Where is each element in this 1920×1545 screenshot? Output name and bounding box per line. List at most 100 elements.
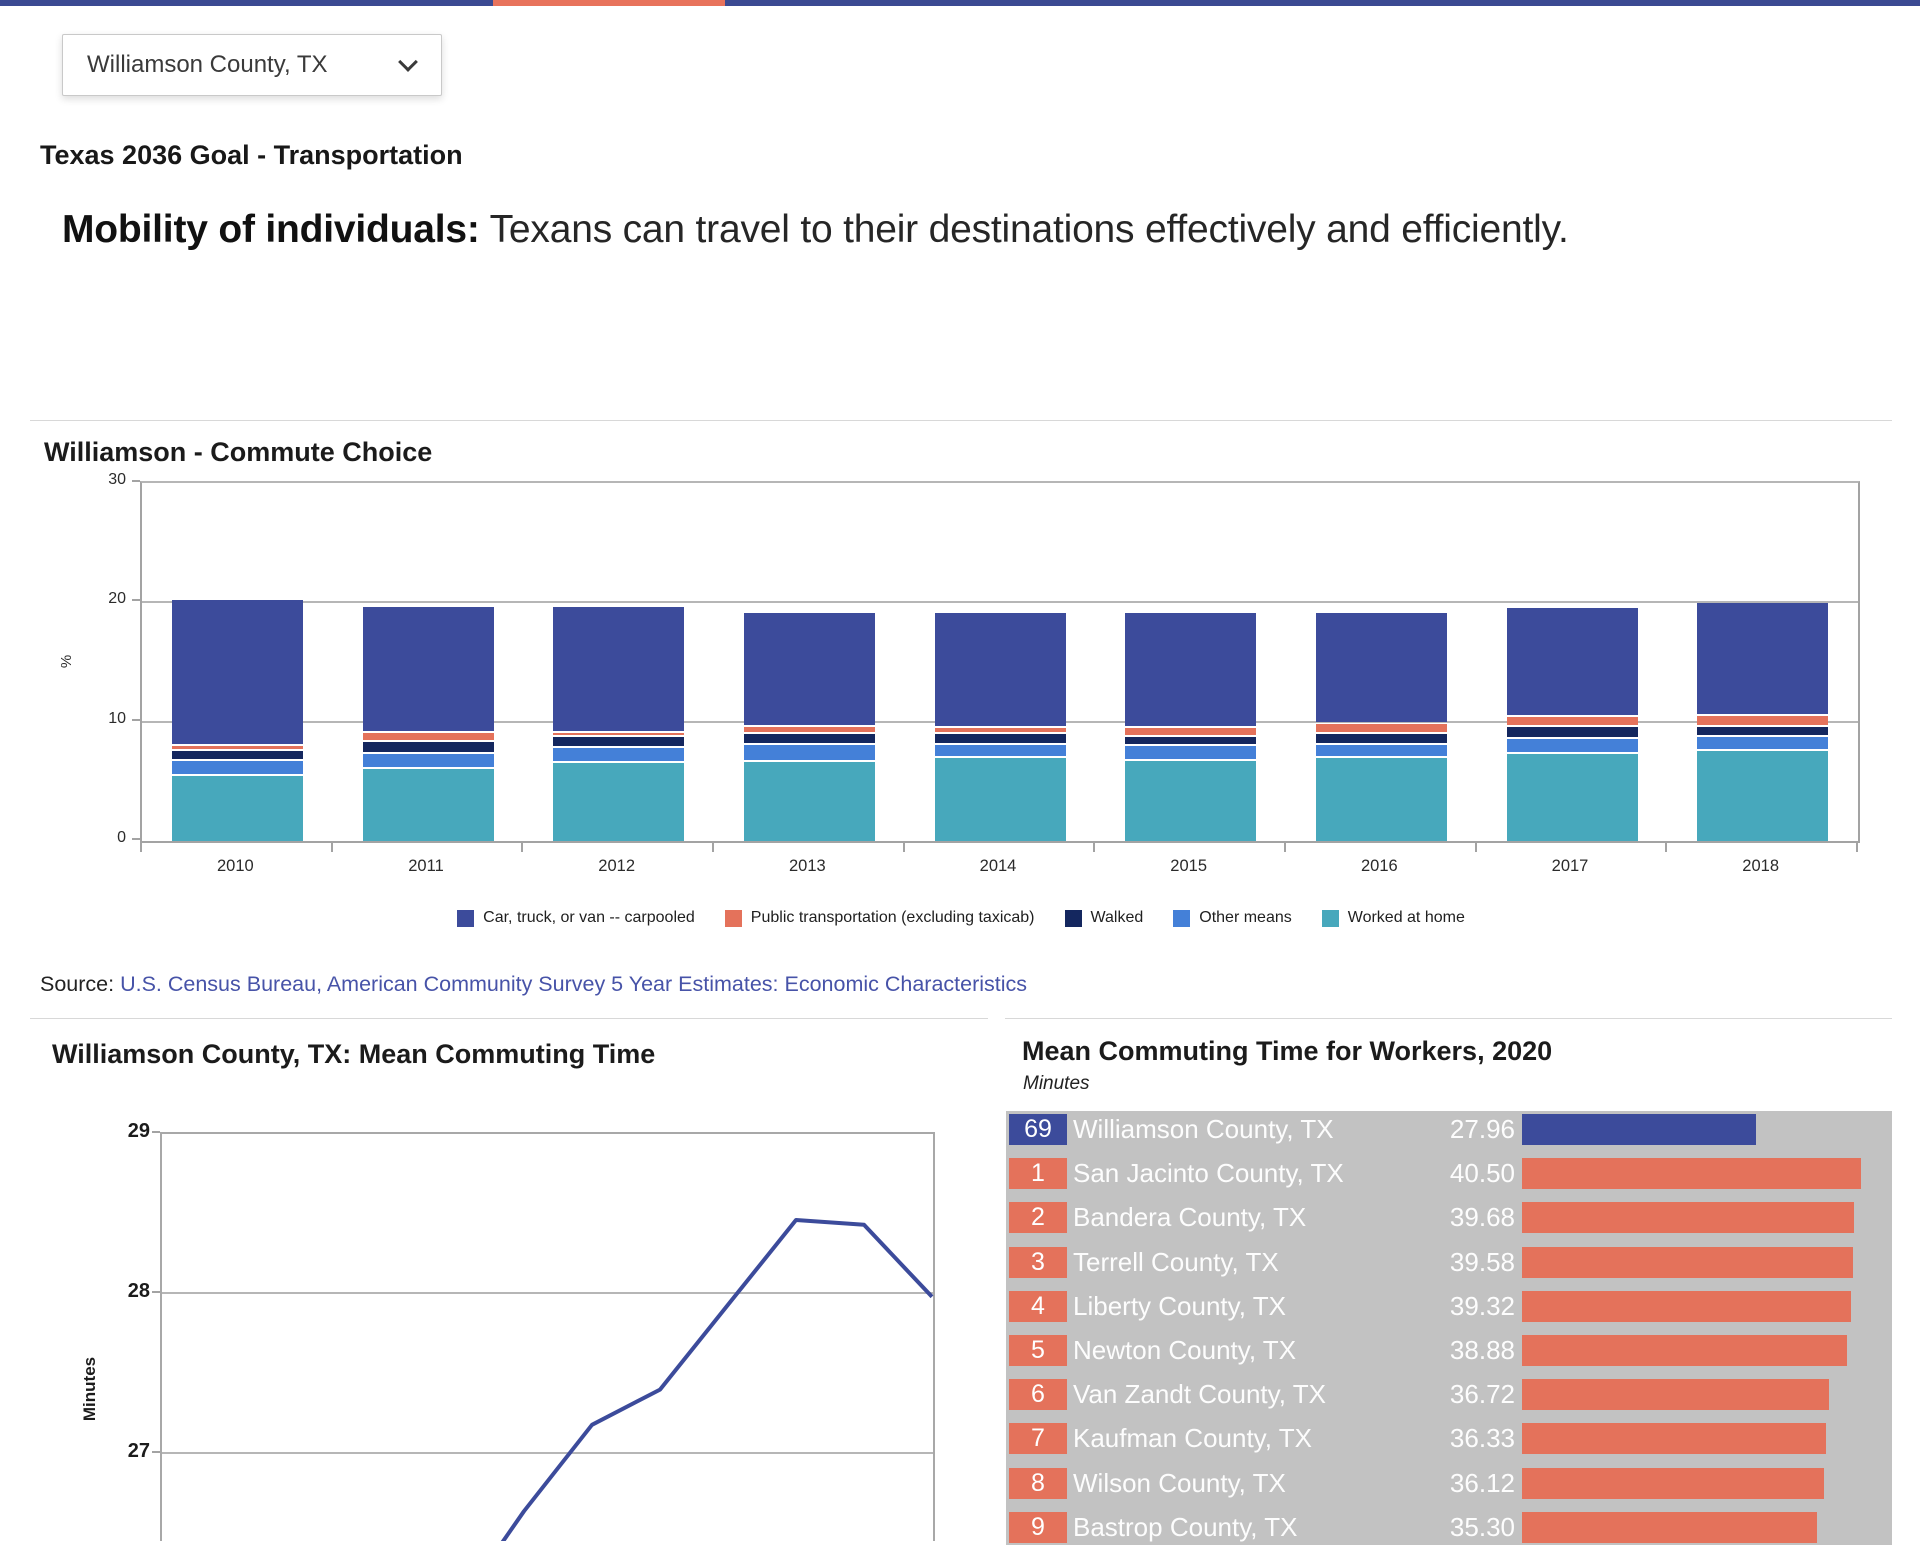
ranking-row: 2 Bandera County, TX 39.68 bbox=[1006, 1202, 1892, 1234]
bar-segment bbox=[743, 734, 875, 743]
y-tick-mark bbox=[152, 1131, 160, 1133]
rank-county: San Jacinto County, TX bbox=[1073, 1158, 1344, 1189]
rank-bar bbox=[1522, 1423, 1826, 1455]
x-tick-label: 2015 bbox=[1170, 857, 1208, 875]
ranking-row: 6 Van Zandt County, TX 36.72 bbox=[1006, 1379, 1892, 1411]
legend-label: Walked bbox=[1090, 909, 1144, 926]
commute-chart-title: Williamson - Commute Choice bbox=[44, 437, 433, 467]
x-tick-mark bbox=[1474, 843, 1477, 852]
bar-segment bbox=[1315, 758, 1447, 841]
ranking-subtitle: Minutes bbox=[1023, 1073, 1090, 1094]
legend-label: Car, truck, or van -- carpooled bbox=[483, 909, 695, 926]
bar-segment bbox=[1697, 603, 1829, 714]
legend-label: Public transportation (excluding taxicab… bbox=[750, 909, 1035, 926]
ranking-row: 5 Newton County, TX 38.88 bbox=[1006, 1335, 1892, 1366]
rank-badge: 9 bbox=[1009, 1511, 1067, 1543]
rank-county: Wilson County, TX bbox=[1073, 1467, 1286, 1498]
top-accent-segment bbox=[493, 0, 725, 6]
ranking-title: Mean Commuting Time for Workers, 2020 bbox=[1022, 1036, 1553, 1066]
county-select-dropdown[interactable]: Williamson County, TX bbox=[62, 34, 442, 96]
bar-segment bbox=[1315, 733, 1447, 744]
top-accent-bar bbox=[0, 0, 1920, 6]
legend-item: Other means bbox=[1173, 909, 1292, 927]
bar-segment bbox=[934, 745, 1066, 757]
rank-county: Liberty County, TX bbox=[1073, 1290, 1286, 1321]
bar-segment bbox=[171, 775, 303, 841]
legend-swatch-icon bbox=[1321, 909, 1339, 927]
bar-segment bbox=[1506, 607, 1638, 715]
rank-bar bbox=[1522, 1335, 1847, 1366]
legend-item: Worked at home bbox=[1321, 909, 1465, 927]
bar-segment bbox=[362, 754, 494, 768]
bar-segment bbox=[553, 737, 685, 746]
bar-segment bbox=[171, 761, 303, 774]
y-tick-label: 29 bbox=[127, 1120, 150, 1142]
legend-label: Worked at home bbox=[1347, 909, 1465, 926]
bar-segment bbox=[362, 769, 494, 841]
y-tick-mark bbox=[132, 718, 140, 721]
bar-segment bbox=[1506, 727, 1638, 738]
rank-county: Van Zandt County, TX bbox=[1073, 1379, 1326, 1410]
bar-segment bbox=[934, 728, 1066, 733]
x-tick-mark bbox=[1093, 843, 1096, 852]
rank-badge: 6 bbox=[1009, 1379, 1067, 1411]
rank-badge: 2 bbox=[1009, 1202, 1067, 1234]
rank-value: 39.32 bbox=[1449, 1290, 1515, 1321]
source-link[interactable]: U.S. Census Bureau, American Community S… bbox=[120, 972, 1028, 996]
rank-bar bbox=[1522, 1158, 1861, 1190]
bar-segment bbox=[743, 726, 875, 733]
rank-value: 36.12 bbox=[1449, 1467, 1515, 1498]
x-tick-label: 2011 bbox=[408, 857, 444, 875]
rank-value: 36.33 bbox=[1449, 1423, 1515, 1454]
rank-county: Newton County, TX bbox=[1073, 1335, 1297, 1365]
rank-bar bbox=[1522, 1114, 1756, 1145]
commute-choice-card: Williamson - Commute Choice 30 20 10 0 2010 2… bbox=[30, 420, 1892, 1018]
rank-county: Kaufman County, TX bbox=[1073, 1423, 1312, 1454]
rank-county: Bastrop County, TX bbox=[1073, 1511, 1298, 1542]
bar-segment bbox=[171, 746, 303, 750]
legend-swatch-icon bbox=[457, 909, 475, 927]
bar-segment bbox=[1125, 760, 1257, 841]
source-label: Source: bbox=[40, 972, 121, 996]
bar-segment bbox=[1125, 728, 1257, 736]
x-tick-mark bbox=[1284, 843, 1286, 852]
rank-county: Terrell County, TX bbox=[1073, 1246, 1279, 1277]
rank-value: 39.68 bbox=[1449, 1202, 1515, 1233]
bar-segment bbox=[1506, 716, 1638, 726]
rank-badge: 8 bbox=[1009, 1467, 1067, 1499]
bar-segment bbox=[1697, 726, 1829, 735]
bar-segment bbox=[362, 742, 494, 753]
y-tick-label: 10 bbox=[108, 709, 126, 727]
x-tick-label: 2018 bbox=[1742, 857, 1780, 875]
rank-value: 35.30 bbox=[1449, 1511, 1515, 1542]
bar-segment bbox=[362, 733, 494, 741]
legend-swatch-icon bbox=[1173, 909, 1191, 927]
bar-segment bbox=[171, 751, 303, 760]
ranking-row: 1 San Jacinto County, TX 40.50 bbox=[1006, 1158, 1892, 1190]
ranking-row: 8 Wilson County, TX 36.12 bbox=[1006, 1467, 1892, 1499]
x-tick-mark bbox=[140, 843, 142, 852]
bar-segment bbox=[1697, 715, 1829, 725]
bar-segment bbox=[1506, 739, 1638, 752]
rank-county: Williamson County, TX bbox=[1073, 1114, 1334, 1144]
bar-segment bbox=[1125, 737, 1257, 744]
legend-label: Other means bbox=[1199, 909, 1292, 926]
chevron-down-icon bbox=[398, 51, 418, 72]
commute-plot bbox=[140, 481, 1860, 843]
y-axis-unit-label: % bbox=[58, 654, 76, 669]
ranking-row: 3 Terrell County, TX 39.58 bbox=[1006, 1246, 1892, 1278]
bar-segment bbox=[1697, 751, 1829, 841]
bar-segment bbox=[1125, 612, 1257, 727]
bar-segment bbox=[743, 744, 875, 761]
rank-badge: 7 bbox=[1009, 1423, 1067, 1455]
y-tick-mark bbox=[152, 1291, 160, 1293]
bar-segment bbox=[171, 599, 303, 745]
y-tick-mark bbox=[132, 599, 140, 602]
rank-bar bbox=[1522, 1511, 1817, 1543]
rank-value: 39.58 bbox=[1449, 1246, 1515, 1277]
bar-segment bbox=[1315, 745, 1447, 757]
ranking-row: 9 Bastrop County, TX 35.30 bbox=[1006, 1511, 1892, 1543]
y-tick-mark bbox=[132, 838, 140, 840]
rank-bar bbox=[1522, 1379, 1829, 1411]
bar-segment bbox=[553, 733, 685, 736]
